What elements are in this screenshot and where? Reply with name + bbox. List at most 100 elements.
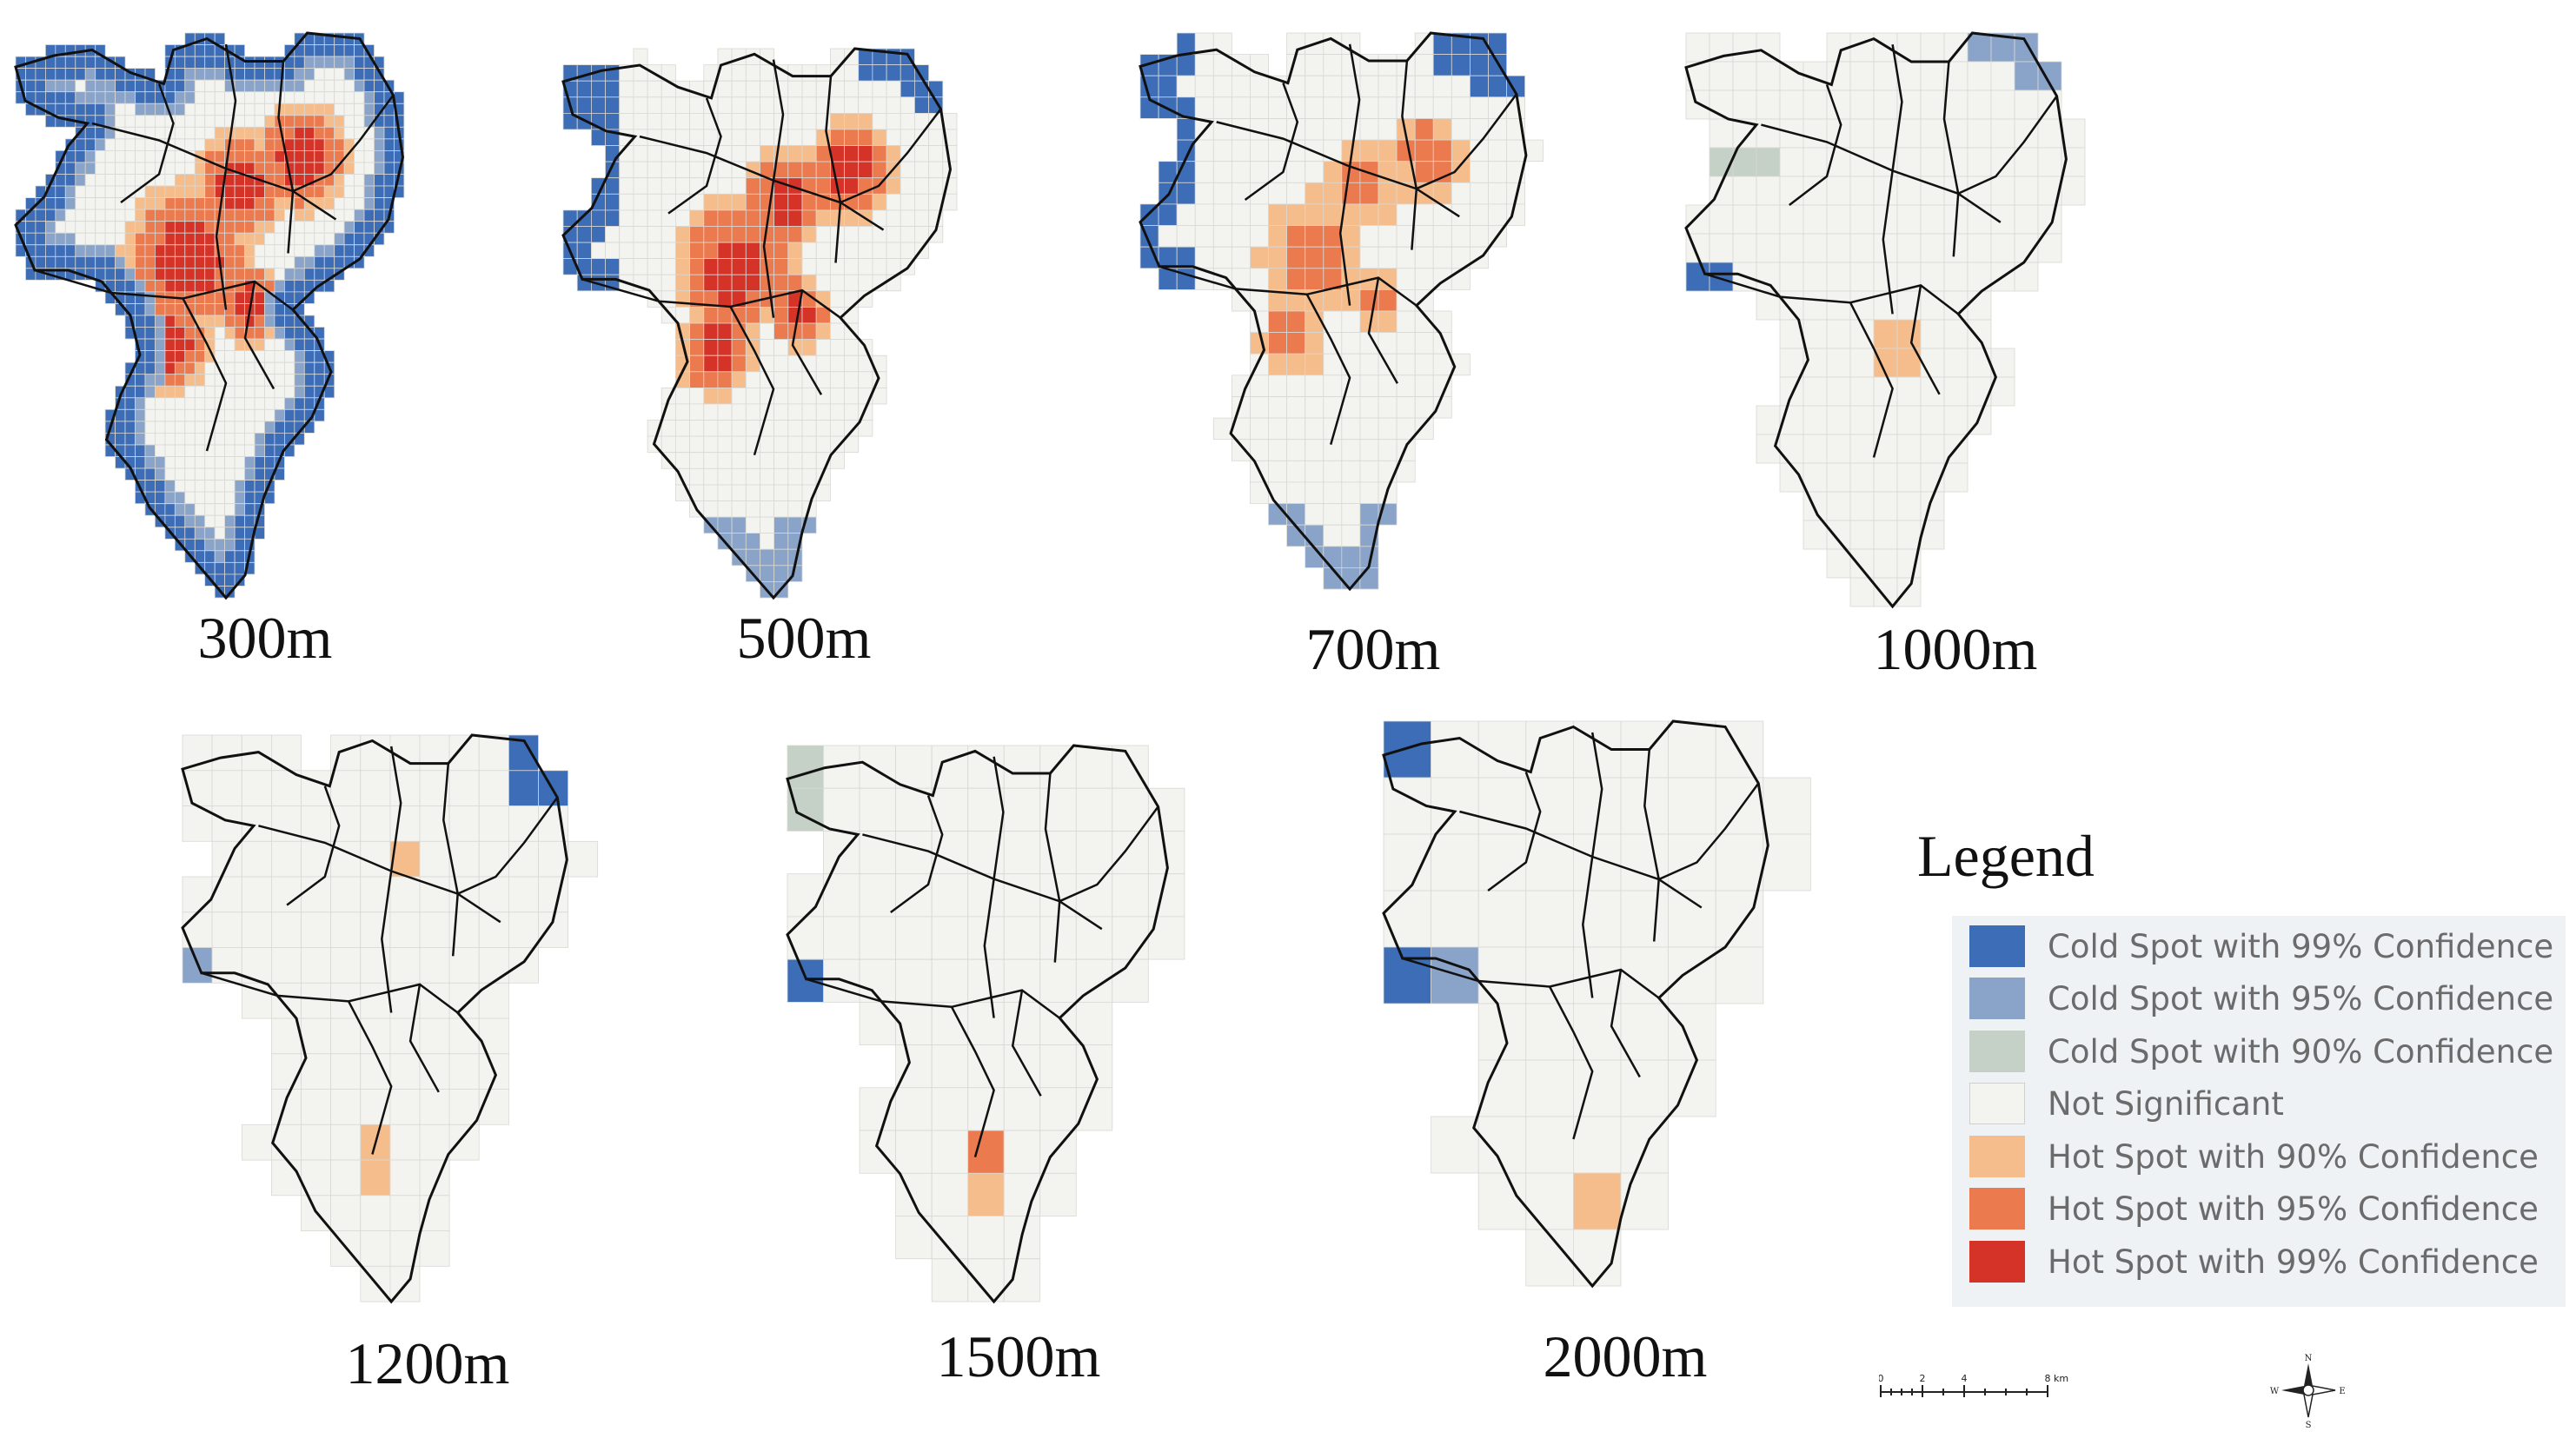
grid-cell: [214, 550, 226, 563]
legend-swatch: [1969, 978, 2025, 1019]
grid-cell: [1414, 54, 1434, 76]
grid-cell: [1250, 375, 1270, 397]
grid-cell: [1432, 54, 1452, 76]
grid-cell: [717, 387, 733, 405]
grid-cell: [264, 408, 276, 422]
grid-cell: [135, 103, 146, 116]
grid-cell: [731, 112, 747, 130]
grid-cell: [303, 385, 315, 399]
grid-cell: [214, 91, 226, 104]
grid-cell: [75, 185, 86, 198]
grid-cell: [1075, 831, 1113, 875]
grid-cell: [1432, 353, 1452, 376]
grid-cell: [605, 80, 621, 98]
grid-cell: [419, 840, 450, 878]
grid-cell: [1286, 417, 1306, 441]
grid-cell: [717, 371, 733, 388]
grid-cell: [45, 91, 56, 104]
grid-cell: [914, 129, 930, 146]
grid-cell: [64, 255, 76, 269]
grid-cell: [830, 96, 846, 114]
grid-cell: [264, 327, 276, 340]
grid-cell: [184, 385, 196, 399]
grid-cell: [1873, 434, 1898, 464]
grid-cell: [343, 197, 355, 210]
grid-cell: [895, 958, 933, 1003]
grid-cell: [294, 221, 305, 234]
grid-cell: [274, 232, 285, 246]
grid-cell: [703, 274, 719, 292]
grid-cell: [204, 327, 216, 340]
grid-cell: [858, 290, 873, 308]
grid-cell: [224, 232, 236, 246]
grid-cell: [1896, 376, 1922, 407]
grid-cell: [760, 516, 775, 534]
grid-cell: [801, 193, 817, 211]
grid-cell: [75, 138, 86, 151]
grid-cell: [214, 573, 226, 587]
grid-cell: [844, 355, 860, 373]
grid-cell: [508, 947, 539, 984]
grid-cell: [360, 734, 391, 772]
grid-cell: [591, 258, 607, 275]
grid-cell: [661, 112, 676, 130]
grid-cell: [1525, 1172, 1574, 1230]
grid-cell: [1470, 54, 1489, 76]
grid-cell: [815, 355, 831, 373]
grid-cell: [900, 177, 915, 195]
grid-cell: [675, 242, 691, 260]
grid-cell: [224, 550, 236, 563]
grid-cell: [174, 103, 186, 116]
grid-cell: [773, 500, 789, 518]
grid-cell: [104, 268, 116, 281]
grid-cell: [254, 385, 265, 399]
grid-cell: [895, 1130, 933, 1174]
grid-cell: [234, 338, 246, 352]
grid-cell: [1268, 225, 1288, 248]
grid-cell: [1039, 1044, 1077, 1089]
grid-cell: [703, 387, 719, 405]
grid-cell: [334, 68, 345, 81]
grid-cell: [164, 480, 176, 493]
grid-cell: [343, 44, 355, 57]
grid-cell: [301, 1017, 331, 1055]
grid-cell: [154, 374, 166, 387]
grid-cell: [194, 255, 206, 269]
grid-cell: [448, 770, 480, 806]
grid-cell: [135, 444, 146, 457]
grid-cell: [174, 315, 186, 328]
grid-cell: [254, 467, 265, 481]
map-panel-1500m: [786, 744, 1185, 1304]
grid-cell: [194, 361, 206, 375]
grid-cell: [274, 327, 285, 340]
grid-cell: [164, 408, 176, 422]
grid-cell: [144, 315, 156, 328]
grid-cell: [283, 209, 295, 222]
grid-cell: [174, 385, 186, 399]
grid-cell: [330, 1089, 362, 1125]
grid-cell: [1268, 246, 1288, 269]
grid-cell: [689, 355, 705, 373]
grid-cell: [1212, 203, 1232, 226]
grid-cell: [334, 174, 345, 187]
grid-cell: [773, 274, 789, 292]
grid-cell: [859, 1130, 896, 1174]
grid-cell: [204, 408, 216, 422]
grid-cell: [1323, 439, 1343, 461]
grid-cell: [164, 255, 176, 269]
grid-cell: [1803, 319, 1828, 349]
grid-cell: [745, 193, 760, 211]
grid-cell: [303, 126, 315, 140]
grid-cell: [787, 145, 803, 162]
legend-label: Cold Spot with 90% Confidence: [2048, 1032, 2554, 1070]
grid-cell: [135, 174, 146, 187]
grid-cell: [1194, 246, 1214, 269]
grid-cell: [389, 805, 421, 842]
grid-cell: [1873, 491, 1898, 521]
grid-cell: [844, 371, 860, 388]
grid-cell: [135, 197, 146, 210]
panel-caption: 1000m: [1873, 616, 2038, 682]
grid-cell: [844, 80, 860, 98]
grid-cell: [283, 361, 295, 375]
grid-cell: [194, 162, 206, 175]
